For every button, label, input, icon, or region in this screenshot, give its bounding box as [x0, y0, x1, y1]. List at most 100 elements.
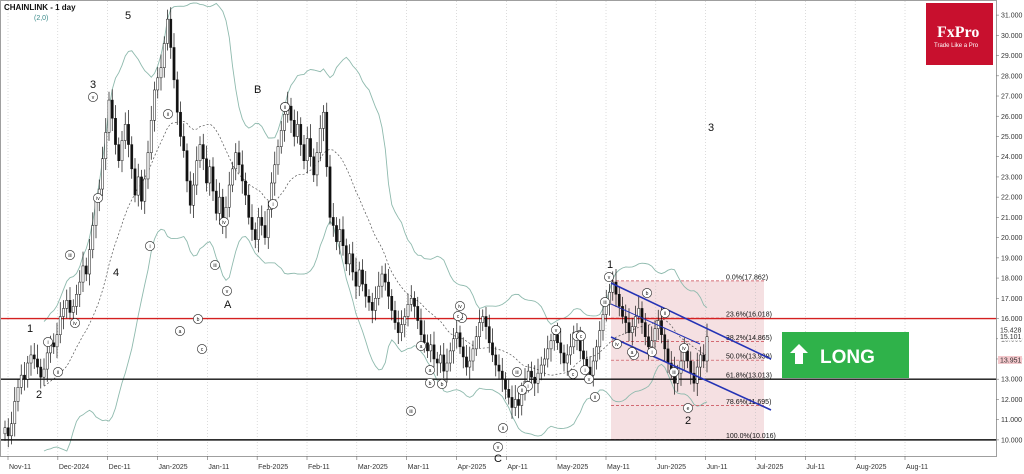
candle: [702, 344, 706, 369]
wave-circle-label: ii: [53, 367, 63, 377]
y-tick-label: 13.000: [1001, 377, 1023, 384]
candle: [143, 169, 147, 214]
wave-circle-label: iv: [219, 217, 229, 227]
candle: [377, 271, 381, 306]
candle: [130, 136, 134, 179]
wave-circle-label: b: [425, 378, 435, 388]
candle: [172, 33, 176, 89]
candle: [621, 296, 624, 324]
candle: [390, 289, 394, 321]
y-tick-label: 16.000: [1001, 316, 1023, 323]
candle: [497, 354, 501, 380]
candle: [634, 305, 637, 337]
x-tick-label: Aug-11: [906, 464, 928, 471]
candle: [565, 344, 569, 376]
candle: [91, 212, 95, 259]
candle: [406, 293, 410, 327]
candle: [153, 81, 156, 132]
candle: [159, 54, 163, 91]
wave-labels: iiiiivviiiviabciviiiiabcivviiiiiviiiiiii…: [43, 92, 693, 452]
price-label-box: [998, 326, 1022, 335]
svg-text:i: i: [584, 368, 585, 374]
plot-frame: [0, 0, 997, 457]
candle: [75, 284, 78, 315]
candle: [240, 150, 244, 194]
candle: [543, 348, 546, 377]
x-tick-label: Aug-2025: [856, 464, 886, 471]
channel-lower-line: [610, 336, 772, 411]
svg-text:iv: iv: [96, 196, 100, 202]
wave-circle-label: v: [584, 374, 594, 384]
svg-text:a: a: [631, 350, 634, 356]
candle: [367, 289, 371, 311]
y-tick-label: 21.000: [1001, 215, 1023, 222]
candle: [318, 115, 322, 162]
candle: [289, 97, 293, 134]
svg-text:v: v: [92, 95, 95, 101]
x-tick-label: Nov-11: [9, 464, 31, 471]
candle: [663, 327, 667, 362]
wave-circle-label: a: [627, 347, 637, 357]
wave-circle-label: a: [416, 341, 426, 351]
long-signal-label: LONG: [820, 347, 875, 368]
svg-text:iii: iii: [672, 370, 675, 376]
x-tick-label: Mar-11: [408, 464, 430, 471]
candle: [474, 326, 478, 356]
svg-text:ii: ii: [57, 370, 59, 376]
svg-text:iii: iii: [213, 263, 216, 269]
candle: [617, 287, 621, 317]
up-arrow-icon: [790, 344, 808, 364]
y-tick-label: 29.000: [1001, 53, 1023, 60]
candle: [627, 308, 631, 342]
wave-circle-label: iv: [93, 193, 103, 203]
candle: [52, 333, 56, 354]
candle: [166, 9, 169, 51]
candle: [419, 308, 423, 348]
x-tick-label: Mar-2025: [358, 464, 388, 471]
candle: [361, 259, 364, 292]
candle: [322, 105, 325, 142]
candle: [699, 346, 702, 377]
x-tick-label: Jun-11: [707, 464, 728, 471]
candle: [328, 154, 332, 225]
candle: [442, 342, 446, 379]
candle: [387, 268, 390, 310]
candle: [127, 109, 130, 158]
candle: [58, 302, 62, 344]
candle: [487, 314, 491, 353]
svg-text:ii: ii: [664, 311, 666, 317]
y-tick-label: 19.000: [1001, 255, 1023, 262]
y-tick-label: 18.000: [1001, 276, 1023, 283]
wave-circle-label: c: [197, 344, 207, 354]
price-label-box: [998, 355, 1022, 364]
wave-circle-label: v: [222, 286, 232, 296]
candle: [205, 145, 208, 192]
candle: [198, 136, 202, 168]
candle: [507, 379, 511, 405]
candle: [195, 146, 199, 195]
wave-circle-label: e: [683, 403, 693, 413]
candle: [445, 348, 449, 383]
candle: [426, 334, 429, 358]
candle: [114, 105, 117, 155]
fib-level-label: 100.0%(10.016): [726, 433, 776, 440]
svg-text:i: i: [149, 244, 150, 250]
candle: [175, 71, 179, 125]
candle: [504, 372, 507, 400]
candle: [110, 89, 114, 132]
candle: [517, 391, 520, 419]
candle: [23, 362, 26, 391]
wave-2-new: 2: [685, 415, 691, 427]
wave-c: C: [494, 453, 502, 465]
candle: [598, 321, 602, 360]
candle: [494, 346, 498, 377]
candle: [296, 111, 299, 144]
candle: [569, 333, 572, 365]
candle: [227, 171, 231, 218]
svg-text:iii: iii: [409, 409, 412, 415]
y-axis: 31.000 30.000 29.000 28.000 27.000 26.000 25.0…: [996, 13, 1023, 444]
candle: [374, 286, 377, 321]
candle: [429, 334, 433, 363]
candle: [32, 342, 36, 369]
down-channel: [610, 282, 772, 411]
